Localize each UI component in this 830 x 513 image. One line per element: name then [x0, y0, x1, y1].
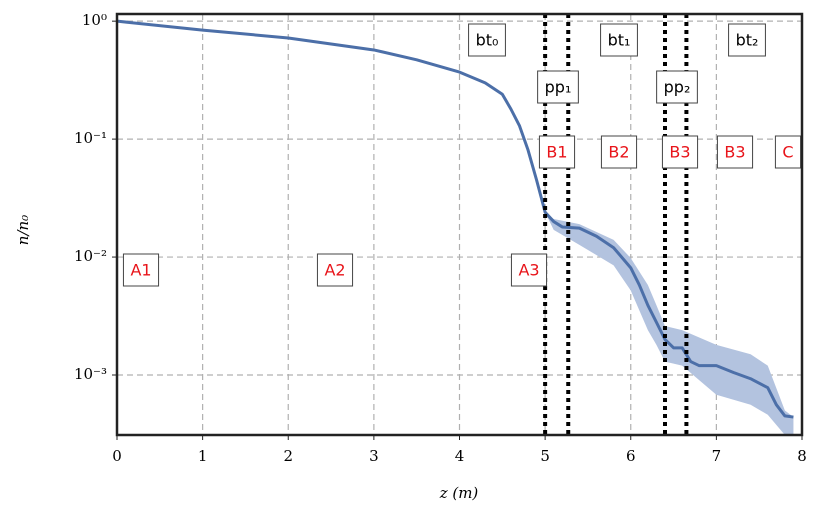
annotation-frame: [600, 135, 638, 169]
annotation-frame: [538, 135, 576, 169]
annotation-frame: [122, 253, 160, 287]
y-axis-label: n/n₀: [14, 215, 32, 245]
x-tick-label: 4: [455, 447, 465, 465]
annotation-frame: [510, 253, 548, 287]
x-tick-label: 3: [369, 447, 379, 465]
plot-frame: [115, 12, 804, 437]
annotation-text: A1: [130, 261, 151, 280]
annotation-frame: [656, 70, 698, 104]
x-tick-label: 2: [283, 447, 293, 465]
annotation-text: pp₁: [545, 78, 572, 97]
x-tick-label: 0: [112, 447, 122, 465]
data-line: [116, 19, 794, 419]
annotation-text: A2: [324, 261, 345, 280]
y-tick-label: 10⁰: [82, 11, 107, 29]
x-tick-label: 1: [198, 447, 208, 465]
annotation-frame: [774, 135, 802, 169]
annotation-text: B3: [724, 143, 745, 162]
x-tick-label: 5: [540, 447, 550, 465]
annotation-frame: [537, 70, 579, 104]
annotation-text: B2: [608, 143, 629, 162]
annotation-frame: [468, 23, 506, 57]
uncertainty-band: [545, 212, 794, 435]
x-axis-label: z (m): [439, 484, 479, 502]
y-tick-label: 10⁻²: [74, 247, 107, 265]
annotation-frame: [728, 23, 766, 57]
annotation-text: pp₂: [664, 78, 691, 97]
x-tick-label: 6: [626, 447, 636, 465]
annotation-text: bt₁: [608, 31, 631, 50]
annotation-frame: [316, 253, 354, 287]
annotation-frame: [716, 135, 754, 169]
annotation-text: A3: [518, 261, 539, 280]
y-tick-label: 10⁻¹: [74, 129, 107, 147]
annotation-frame: [661, 135, 699, 169]
annotation-text: B3: [669, 143, 690, 162]
annotation-text: B1: [546, 143, 567, 162]
x-tick-label: 7: [712, 447, 722, 465]
annotation-text: bt₀: [476, 31, 499, 50]
annotation-text: C: [782, 143, 793, 162]
annotation-text: bt₂: [736, 31, 759, 50]
x-tick-label: 8: [797, 447, 807, 465]
annotation-frame: [600, 23, 638, 57]
y-tick-label: 10⁻³: [74, 365, 107, 383]
